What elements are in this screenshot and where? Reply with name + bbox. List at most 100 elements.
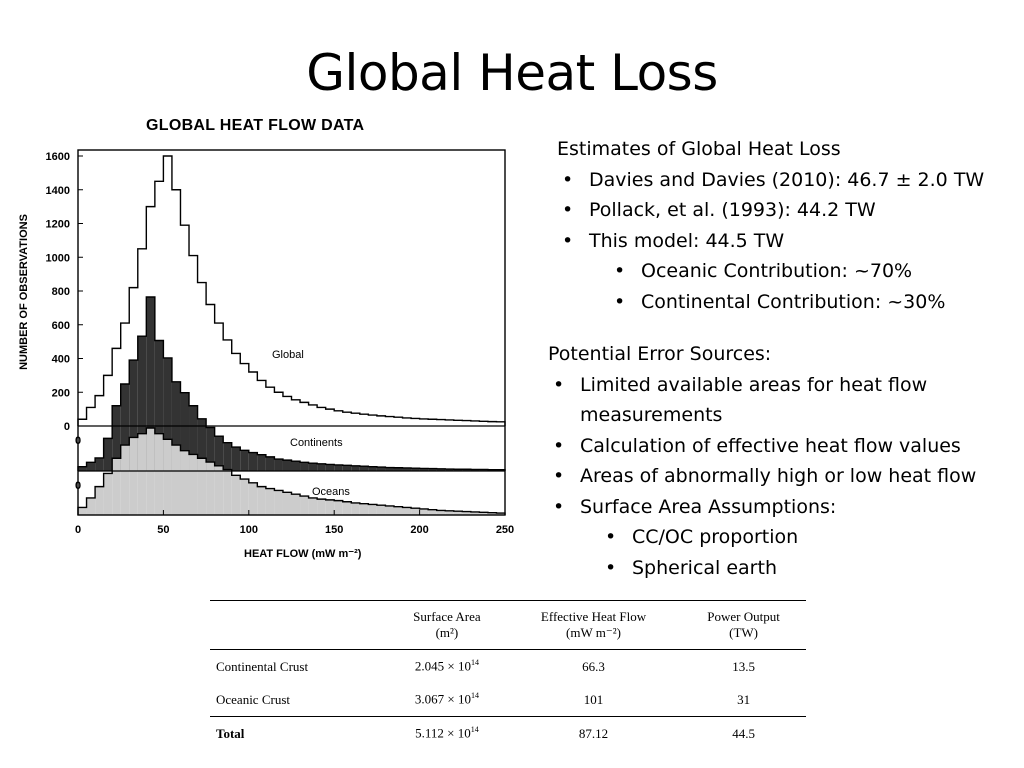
table-header-cell: Effective Heat Flow (mW m⁻²) <box>505 600 682 650</box>
histogram-bar-global <box>282 396 292 426</box>
y-axis-label: NUMBER OF OBSERVATIONS <box>18 214 30 370</box>
histogram-bar-continents <box>470 469 480 471</box>
estimate-item: Davies and Davies (2010): 46.7 ± 2.0 TW <box>557 165 984 196</box>
histogram-bar-oceans <box>368 504 377 515</box>
table-header-row: Surface Area (m²) Effective Heat Flow (m… <box>210 600 806 650</box>
error-sources-heading: Potential Error Sources: <box>548 343 772 365</box>
histogram-bar-global <box>308 404 318 426</box>
histogram-bar-oceans <box>171 445 181 515</box>
y-tick-label: 1000 <box>46 252 70 264</box>
histogram-bar-global <box>103 375 113 426</box>
histogram-bar-global <box>112 348 121 426</box>
histogram-bar-continents <box>257 454 266 471</box>
table-row-total: Total 5.112 × 1014 87.12 44.5 <box>210 716 806 750</box>
histogram-bar-continents <box>291 461 301 471</box>
histogram-bar-continents <box>231 447 241 471</box>
power-output-cell: 13.5 <box>732 658 755 674</box>
histogram-bar-oceans <box>470 511 480 515</box>
axes-layer: 0 200 400 600 800 1000 1200 1400 1600 0 50 100 150 20… <box>46 149 514 536</box>
surface-area-cell: 2.045 × 1014 <box>414 658 479 674</box>
histogram-bar-continents <box>334 464 343 471</box>
histogram-bar-continents <box>359 466 369 471</box>
histogram-bar-continents <box>95 457 104 471</box>
histogram-bar-continents <box>120 384 130 471</box>
histogram-bar-oceans <box>436 510 446 515</box>
x-tick-label: 250 <box>496 524 514 536</box>
histogram-bar-oceans <box>137 433 147 515</box>
histogram-bar-continents <box>419 468 429 471</box>
histogram-bar-global <box>393 417 403 426</box>
table-header-cell: Surface Area (m²) <box>388 600 506 650</box>
histogram-bar-continents <box>300 462 309 471</box>
histogram-bar-oceans <box>359 503 369 515</box>
histogram-bar-continents <box>163 357 172 471</box>
histogram-bar-continents <box>351 465 360 471</box>
table-row: Oceanic Crust 3.067 × 1014 101 31 <box>210 683 806 717</box>
histogram-bar-continents <box>325 464 335 471</box>
histogram-bar-oceans <box>385 505 394 515</box>
histogram-bar-global <box>95 395 104 426</box>
histogram-bar-global <box>436 419 446 426</box>
histogram-bar-oceans <box>120 445 130 515</box>
histogram-bar-continents <box>103 438 113 471</box>
histogram-bar-oceans <box>282 492 292 515</box>
histogram-bar-continents <box>274 459 283 471</box>
error-item: Calculation of effective heat flow value… <box>548 431 976 462</box>
chart-title: GLOBAL HEAT FLOW DATA <box>146 117 365 134</box>
y-tick-label: 1400 <box>46 185 70 197</box>
histogram-bar-global <box>317 407 326 426</box>
histogram-bar-continents <box>206 427 215 471</box>
histogram-bar-global <box>411 418 420 426</box>
estimate-subitem: Continental Contribution: ~30% <box>557 287 984 318</box>
histogram-bar-continents <box>180 392 190 471</box>
histogram-bar-oceans <box>206 462 215 515</box>
histogram-bar-global <box>419 418 429 426</box>
histogram-bar-oceans <box>428 509 437 515</box>
error-sources-list: Potential Error Sources: Limited availab… <box>548 339 976 583</box>
header-unit: (mW m⁻²) <box>566 625 621 640</box>
x-tick-label: 50 <box>157 524 169 536</box>
histogram-bar-global <box>248 372 258 426</box>
y-tick-label: 200 <box>52 387 70 399</box>
histogram-bar-continents <box>223 442 232 471</box>
histogram-bar-continents <box>214 436 224 471</box>
header-unit: (m²) <box>435 625 459 640</box>
estimate-item: This model: 44.5 TW <box>557 226 984 257</box>
histogram-bar-continents <box>154 340 164 471</box>
histogram-bar-global <box>462 420 471 426</box>
histogram-bar-global <box>291 399 301 426</box>
header-line: Surface Area <box>413 609 481 624</box>
histogram-bar-oceans <box>487 512 497 515</box>
x-tick-label: 100 <box>240 524 258 536</box>
histogram-bar-continents <box>112 405 121 471</box>
histogram-bar-oceans <box>496 513 505 515</box>
histogram-bar-continents <box>248 452 258 471</box>
y-tick-label: 1200 <box>46 219 70 231</box>
histogram-bar-global <box>470 420 480 426</box>
heat-flow-cell: 101 <box>583 691 604 707</box>
x-tick-label: 150 <box>325 524 343 536</box>
y-tick-label: 600 <box>52 320 70 332</box>
header-line: Power Output <box>707 609 780 624</box>
histogram-bar-oceans <box>95 486 104 515</box>
histogram-bar-continents <box>78 466 87 471</box>
x-axis-label: HEAT FLOW (mW m⁻²) <box>244 548 362 560</box>
histogram-bar-oceans <box>231 475 241 515</box>
histogram-bar-oceans <box>308 497 318 515</box>
histogram-bar-global <box>154 181 164 426</box>
histogram-bar-continents <box>436 468 446 471</box>
histogram-bar-global <box>385 416 394 426</box>
histogram-bar-continents <box>189 405 198 471</box>
histogram-bar-global <box>214 323 224 426</box>
histogram-bar-global <box>86 407 96 426</box>
histogram-bar-oceans <box>300 496 309 515</box>
y-tick-label: 800 <box>52 286 70 298</box>
histogram-bar-oceans <box>78 507 87 515</box>
histogram-bar-global <box>223 339 232 426</box>
error-item: Areas of abnormally high or low heat flo… <box>548 461 976 492</box>
table-row: Continental Crust 2.045 × 1014 66.3 13.5 <box>210 650 806 684</box>
histogram-outline-global <box>77 155 506 426</box>
y-tick-label: 1600 <box>46 151 70 163</box>
histogram-bar-oceans <box>462 511 471 515</box>
power-output-cell: 31 <box>737 691 751 707</box>
